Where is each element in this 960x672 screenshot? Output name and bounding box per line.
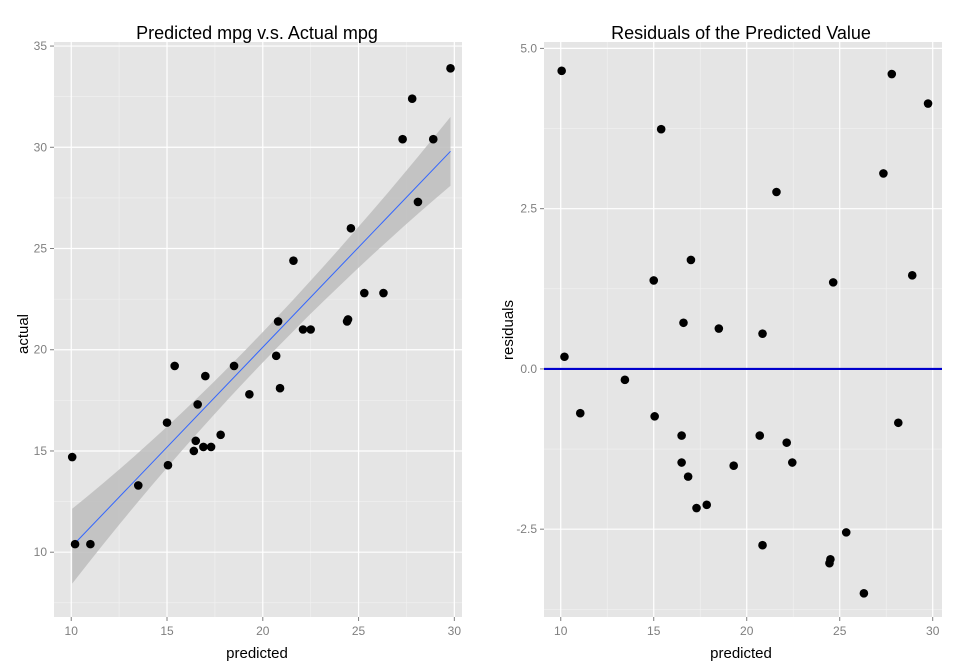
left-data-point [67, 452, 77, 462]
right-data-point [772, 187, 781, 197]
left-data-point [216, 430, 225, 440]
right-x-tick-label: 20 [740, 624, 754, 638]
left-data-point [201, 371, 210, 381]
right-data-point [755, 431, 765, 440]
right-data-point [907, 271, 917, 280]
left-data-point [379, 288, 388, 298]
left-data-point [398, 134, 407, 144]
left-y-tick-label: 30 [34, 140, 48, 154]
left-data-point [245, 389, 254, 399]
right-data-point [679, 318, 688, 328]
right-data-point [828, 278, 838, 287]
right-data-point [650, 412, 659, 421]
right-data-point [702, 500, 712, 510]
left-data-point [193, 400, 202, 409]
left-data-point [191, 436, 201, 446]
right-data-point [782, 438, 792, 447]
right-data-point [714, 324, 724, 333]
right-data-point [560, 352, 569, 362]
left-plot-background [54, 42, 462, 617]
right-data-point [859, 588, 869, 598]
right-data-point [575, 408, 585, 418]
right-data-point [649, 276, 659, 285]
left-y-axis-title: actual [15, 314, 32, 354]
left-x-tick-label: 20 [256, 624, 270, 638]
right-y-tick-label: -2.5 [516, 522, 537, 536]
right-x-tick-label: 10 [554, 624, 568, 638]
right-y-tick-label: 2.5 [520, 202, 537, 216]
right-x-tick-label: 30 [926, 624, 940, 638]
left-y-tick-label: 15 [34, 444, 48, 458]
right-data-point [923, 99, 933, 108]
right-data-point [686, 255, 696, 265]
right-data-point [557, 66, 566, 76]
left-x-tick-label: 30 [448, 624, 462, 638]
left-y-tick-label: 35 [34, 39, 48, 53]
right-y-tick-label: 0.0 [520, 362, 537, 376]
left-data-point [298, 325, 308, 334]
right-chart-panel: 10 15 20 25 30 -2.5 0.0 2.5 5.0 [516, 41, 942, 638]
right-x-tick-label: 25 [833, 624, 847, 638]
left-data-point [428, 134, 438, 144]
left-fit-line [71, 150, 451, 547]
right-data-point [826, 555, 835, 564]
right-data-point [893, 418, 903, 428]
right-data-point [758, 540, 767, 550]
left-chart-title: Predicted mpg v.s. Actual mpg [136, 23, 378, 43]
left-data-point [343, 315, 353, 324]
left-data-point [346, 223, 356, 233]
left-x-tick-label: 25 [352, 624, 366, 638]
right-data-point [692, 503, 701, 513]
right-y-tick-label: 5.0 [520, 41, 537, 55]
right-data-point [677, 458, 686, 467]
right-plot-background [544, 42, 942, 617]
left-x-tick-label: 15 [160, 624, 174, 638]
right-y-axis-title: residuals [500, 300, 517, 360]
right-data-point [656, 124, 666, 134]
left-data-point [275, 383, 285, 393]
left-data-point [306, 325, 315, 334]
left-data-point [133, 481, 143, 490]
left-chart-panel: 10 15 20 25 30 10 15 20 25 30 35 [34, 39, 462, 638]
left-y-tick-label: 20 [34, 343, 48, 357]
left-data-point [413, 197, 423, 207]
right-data-point [758, 329, 767, 338]
right-data-point [620, 375, 630, 385]
left-data-point [229, 361, 239, 371]
right-data-point [879, 169, 888, 178]
left-x-tick-label: 10 [65, 624, 79, 638]
left-data-point [360, 288, 369, 298]
left-x-axis-title: predicted [226, 645, 288, 662]
right-data-point [677, 431, 686, 440]
left-data-point [271, 351, 281, 361]
left-y-tick-label: 25 [34, 242, 48, 256]
left-data-point [86, 539, 95, 549]
left-data-point [189, 446, 199, 456]
left-data-point [163, 460, 173, 470]
left-data-point [70, 539, 80, 549]
left-data-point [446, 64, 455, 73]
right-data-point [841, 528, 851, 537]
left-data-point [170, 361, 179, 371]
right-x-tick-label: 15 [647, 624, 661, 638]
right-chart-title: Residuals of the Predicted Value [611, 23, 871, 43]
left-data-point [162, 418, 172, 427]
right-data-point [787, 458, 797, 467]
right-data-point [683, 472, 693, 481]
left-y-tick-label: 10 [34, 545, 48, 559]
left-data-point [199, 442, 208, 452]
left-data-point [407, 94, 417, 103]
left-data-point [206, 442, 216, 452]
right-data-point [887, 69, 897, 79]
right-x-axis-title: predicted [710, 645, 772, 662]
left-data-point [273, 317, 283, 326]
left-data-point [289, 256, 298, 265]
right-data-point [729, 461, 739, 471]
